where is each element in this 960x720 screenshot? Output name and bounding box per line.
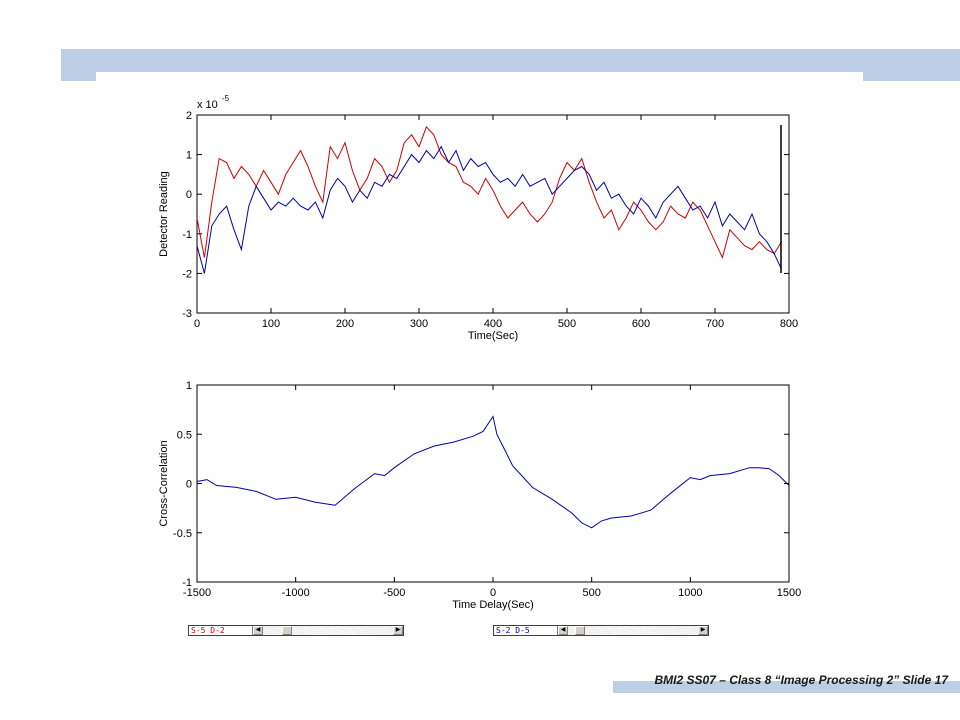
header-accent-gap [96, 72, 863, 84]
scrollbar-b-track[interactable] [568, 626, 698, 635]
detector-reading-chart: 0 100 200 300 400 500 600 700 800 -3 -2 -1 0 1 2 Time(S… [158, 94, 798, 342]
scroll-right-arrow-icon[interactable]: ▶ [393, 626, 403, 635]
y-axis-label: Cross-Correlation [158, 440, 170, 526]
scrollbar-b-thumb[interactable] [575, 626, 586, 635]
scroll-left-arrow-icon[interactable]: ◀ [558, 626, 568, 635]
x-tick-label: -1000 [282, 587, 310, 599]
cross-correlation-chart: -1500 -1000 -500 0 500 1000 1500 -1 -0.5 0 0.5 1 Tim… [158, 380, 801, 611]
x-tick-label: 400 [484, 318, 502, 330]
y-tick-label: -3 [182, 308, 192, 320]
x-tick-label: 1000 [678, 587, 702, 599]
y-tick-label: 0.5 [177, 429, 192, 441]
x-tick-label: -500 [383, 587, 405, 599]
y-axis-label: Detector Reading [158, 171, 170, 257]
y-tick-label: 2 [186, 110, 192, 122]
scroll-left-arrow-icon[interactable]: ◀ [253, 626, 263, 635]
y-tick-label: 0 [186, 189, 192, 201]
scrollbar-b-label: S-2 D-5 [494, 626, 558, 635]
series-line-2 [196, 145, 783, 274]
plot-area [196, 384, 790, 583]
x-tick-label: 500 [582, 587, 600, 599]
scrollbar-channel-a[interactable]: S-5 D-2 ◀ ▶ [188, 625, 404, 636]
footer-accent-band [613, 681, 960, 693]
y-tick-label: -1 [182, 229, 192, 241]
y-tick-label: 1 [186, 380, 192, 392]
exponent-label: x 10 [197, 99, 218, 111]
y-tick-label: -1 [182, 577, 192, 589]
x-tick-label: 0 [194, 318, 200, 330]
scrollbar-a-track[interactable] [263, 626, 393, 635]
x-tick-label: 0 [490, 587, 496, 599]
x-tick-label: 600 [632, 318, 650, 330]
y-tick-label: -0.5 [173, 528, 192, 540]
x-tick-label: 700 [706, 318, 724, 330]
scroll-right-arrow-icon[interactable]: ▶ [698, 626, 708, 635]
x-tick-label: 1500 [777, 587, 801, 599]
y-tick-label: 0 [186, 479, 192, 491]
y-tick-label: -2 [182, 268, 192, 280]
exponent-superscript: -5 [222, 94, 230, 103]
slide-footer: BMI2 SS07 – Class 8 “Image Processing 2”… [654, 673, 948, 687]
scrollbar-a-label: S-5 D-2 [189, 626, 253, 635]
x-axis-label: Time Delay(Sec) [452, 599, 534, 611]
y-tick-label: 1 [186, 150, 192, 162]
scrollbar-channel-b[interactable]: S-2 D-5 ◀ ▶ [493, 625, 709, 636]
x-tick-label: 800 [780, 318, 798, 330]
series-line-1 [196, 415, 790, 529]
scrollbar-a-thumb[interactable] [282, 626, 293, 635]
series-line-1 [196, 125, 783, 260]
x-tick-label: -1500 [183, 587, 211, 599]
x-axis-label: Time(Sec) [468, 330, 518, 342]
plot-area [196, 114, 790, 314]
x-tick-label: 200 [336, 318, 354, 330]
x-tick-label: 300 [410, 318, 428, 330]
x-tick-label: 100 [262, 318, 280, 330]
x-tick-label: 500 [558, 318, 576, 330]
